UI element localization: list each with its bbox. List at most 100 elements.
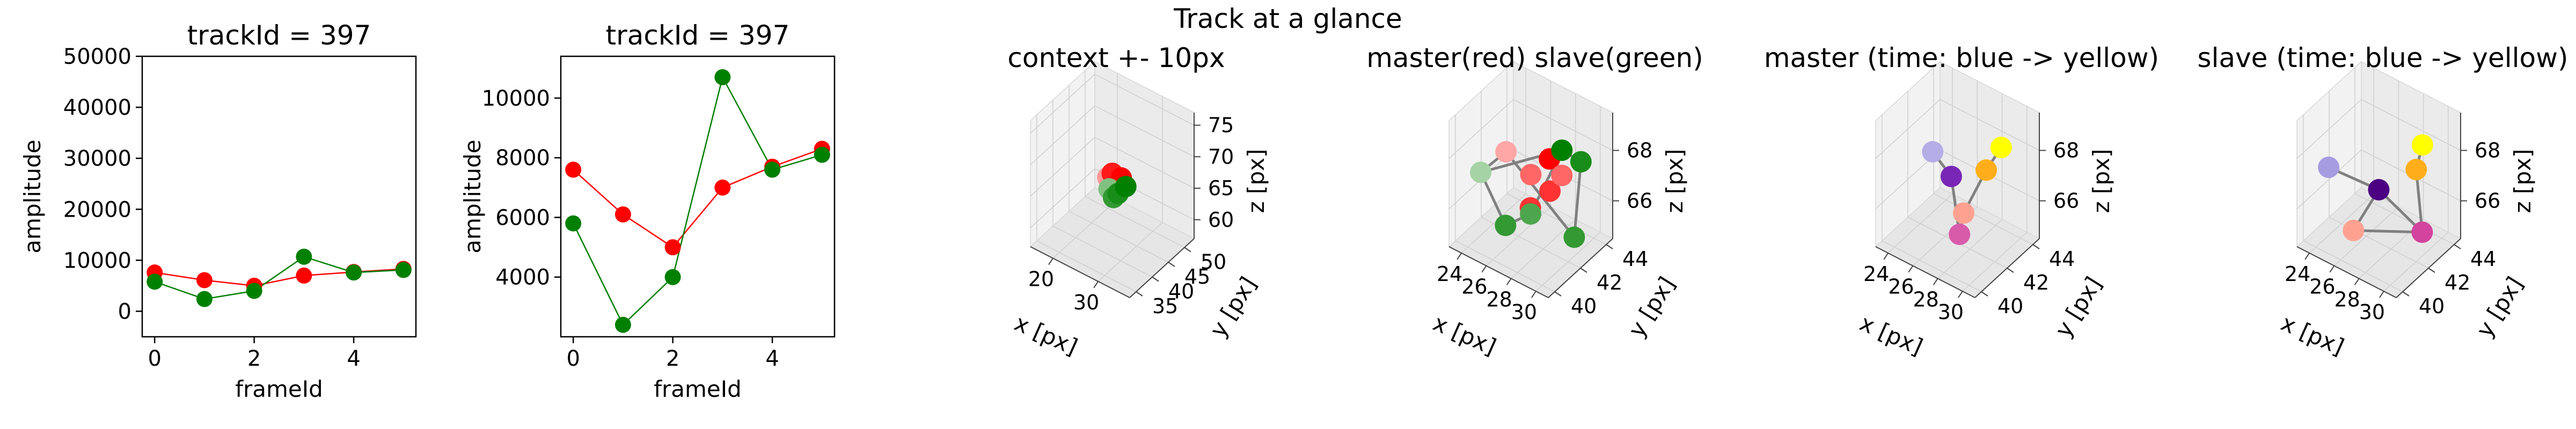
- chart5-ytick-label: 42: [2023, 271, 2049, 294]
- chart2-xlabel: frameId: [654, 376, 742, 402]
- chart1-ytick-label: 10000: [63, 248, 131, 273]
- chart4-ztick-label: 68: [1627, 139, 1652, 162]
- chart4-point: [1551, 139, 1573, 161]
- chart4-xtick-mark: [1506, 278, 1512, 285]
- chart3-grid-line: [1030, 73, 1095, 134]
- chart3-xtick-mark: [1093, 281, 1099, 289]
- chart4-point: [1551, 165, 1573, 187]
- chart6-ytick-label: 42: [2445, 271, 2470, 294]
- chart2-ytick-label: 10000: [482, 86, 550, 111]
- chart6-point: [2368, 179, 2390, 201]
- chart4-x-axis-line: [1448, 246, 1549, 298]
- figure-suptitle: Track at a glance: [1173, 3, 1402, 34]
- chart4-ytick-mark: [1606, 244, 1613, 249]
- chart4-point: [1520, 164, 1542, 186]
- chart2-series-2-point: [565, 215, 582, 232]
- chart6-ytick-mark: [2402, 291, 2410, 297]
- chart3-grid-line: [1094, 137, 1195, 189]
- chart1-xtick-label: 4: [347, 346, 360, 371]
- chart2-series-2-line: [573, 75, 823, 326]
- chart6-point: [2318, 156, 2340, 178]
- chart6-point: [2411, 134, 2433, 156]
- chart4-xtick-label: 24: [1437, 262, 1462, 286]
- chart4-xtick-mark: [1457, 253, 1462, 260]
- chart6-xtick-mark: [2329, 265, 2335, 273]
- chart1-ylabel: amplitude: [19, 139, 46, 253]
- chart6-point: [2343, 219, 2365, 241]
- chart2-series-2-point: [714, 69, 731, 85]
- chart6-xtick-mark: [2304, 253, 2310, 260]
- chart6-xtick-mark: [2379, 291, 2384, 298]
- chart4-ytick-label: 44: [1622, 247, 1648, 271]
- chart1-series-2-point: [346, 264, 362, 281]
- chart4-grid-line: [1513, 99, 1613, 151]
- chart4-ytick-mark: [1580, 268, 1587, 273]
- chart6-grid-line: [2296, 99, 2362, 159]
- chart6-point: [2411, 221, 2433, 243]
- chart2-ytick-label: 6000: [495, 205, 550, 230]
- chart5-xtick-label: 28: [1913, 287, 1938, 311]
- chart6-xtick-label: 26: [2309, 275, 2335, 299]
- chart1-series-2-point: [395, 262, 412, 278]
- chart4-point: [1520, 203, 1542, 225]
- chart3-grid-line: [1085, 196, 1185, 248]
- chart1-title: trackId = 397: [187, 20, 371, 51]
- chart5-point: [1949, 224, 1971, 246]
- chart1-series-2-point: [147, 273, 163, 290]
- chart6-xtick-label: 30: [2359, 300, 2385, 324]
- chart5-xtick-mark: [1908, 265, 1914, 273]
- chart5-zlabel: z [px]: [2088, 149, 2114, 213]
- chart1-ytick-label: 0: [118, 299, 131, 324]
- chart3-ztick-label: 75: [1208, 114, 1234, 137]
- chart2-series-1-point: [664, 239, 681, 256]
- chart5-ytick-mark: [2032, 244, 2040, 249]
- chart2-xtick-label: 4: [765, 346, 779, 371]
- chart5-xtick-label: 26: [1888, 275, 1914, 299]
- chart6-ytick-mark: [2454, 244, 2461, 249]
- chart1-ytick-label: 20000: [63, 197, 131, 222]
- chart6-xtick-mark: [2354, 278, 2360, 285]
- chart6-ztick-label: 66: [2475, 189, 2500, 213]
- chart3-grid-line: [1052, 225, 1153, 278]
- chart4-point: [1563, 226, 1585, 248]
- chart5-point: [1953, 202, 1975, 224]
- chart3-y-axis-line: [1129, 238, 1195, 298]
- chart5-grid-line: [1875, 99, 1941, 159]
- chart1-ytick-label: 50000: [63, 45, 131, 69]
- chart3-x-axis-line: [1030, 246, 1130, 298]
- chart2-series-1-point: [565, 161, 582, 178]
- chart2-series-1-line: [573, 148, 823, 248]
- chart4-track-segment: [1572, 161, 1583, 238]
- chart2-series-2-point: [664, 269, 681, 285]
- chart6-point: [2405, 159, 2427, 181]
- chart3-ytick-mark: [1136, 291, 1143, 297]
- chart5-xtick-label: 24: [1863, 262, 1889, 286]
- chart6-xtick-label: 28: [2334, 287, 2360, 311]
- chart6-title: slave (time: blue -> yellow): [2198, 42, 2568, 73]
- chart2-xtick-label: 2: [666, 346, 679, 371]
- chart4-point: [1495, 141, 1517, 163]
- chart2-series-1-point: [714, 179, 731, 196]
- chart1-series-2-point: [296, 248, 312, 265]
- chart1-xlabel: frameId: [235, 376, 323, 402]
- chart5-ytick-label: 44: [2049, 247, 2075, 271]
- chart5-x-axis-line: [1875, 246, 1975, 298]
- chart3-ytick-label: 45: [1184, 265, 1210, 289]
- chart4-xtick-label: 28: [1486, 287, 1512, 311]
- chart2-series-2-point: [764, 161, 781, 178]
- chart5-ytick-mark: [1981, 291, 1988, 297]
- chart1-axes-frame: [141, 55, 417, 338]
- chart6-ytick-label: 44: [2470, 247, 2496, 271]
- chart2-axes-frame: [560, 55, 836, 338]
- chart3-ytick-label: 40: [1168, 280, 1194, 304]
- chart5-ytick-label: 40: [1997, 294, 2023, 318]
- chart1-series-2-point: [196, 291, 213, 307]
- chart6-grid-line: [2361, 99, 2461, 151]
- chart4-xtick-label: 26: [1461, 275, 1487, 299]
- chart5-xtick-mark: [1958, 291, 1963, 298]
- chart4-ytick-label: 42: [1597, 271, 1622, 294]
- chart5-xtick-mark: [1883, 253, 1889, 260]
- chart5-point: [1940, 166, 1962, 188]
- chart1-ytick-label: 40000: [63, 95, 131, 120]
- chart5-xtick-mark: [1933, 278, 1938, 285]
